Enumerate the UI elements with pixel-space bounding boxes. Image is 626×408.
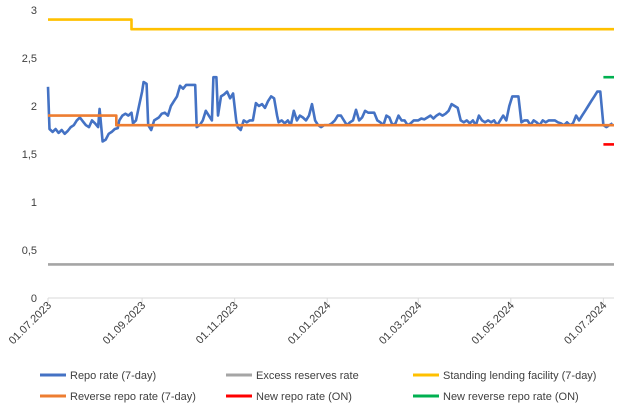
y-axis: 0 0,5 1 1,5 2 2,5 3 — [22, 5, 37, 305]
legend-item: New repo rate (ON) — [226, 391, 352, 403]
y-tick-label: 0,5 — [22, 245, 37, 257]
y-tick-label: 0 — [31, 293, 37, 305]
y-tick-label: 2 — [31, 101, 37, 113]
y-tick-label: 1,5 — [22, 149, 37, 161]
series-layer — [46, 18, 614, 266]
series-reverse-repo-rate-7-day — [48, 114, 614, 127]
legend-item: Reverse repo rate (7-day) — [40, 391, 196, 403]
legend-item: New reverse repo rate (ON) — [413, 391, 579, 403]
legend-label: Excess reserves rate — [256, 370, 359, 382]
y-tick-label: 2,5 — [22, 53, 37, 65]
legend-label: Repo rate (7-day) — [70, 370, 156, 382]
legend-item: Repo rate (7-day) — [40, 370, 156, 382]
series-standing-lending-facility-7-day — [48, 18, 614, 31]
legend-label: Standing lending facility (7-day) — [443, 370, 596, 382]
legend-label: New repo rate (ON) — [256, 391, 352, 403]
legend-label: New reverse repo rate (ON) — [443, 391, 579, 403]
legend-label: Reverse repo rate (7-day) — [70, 391, 196, 403]
legend: Repo rate (7-day) Excess reserves rate Sta… — [40, 370, 596, 403]
legend-item: Excess reserves rate — [226, 370, 359, 382]
y-tick-label: 3 — [31, 5, 37, 17]
y-tick-label: 1 — [31, 197, 37, 209]
legend-item: Standing lending facility (7-day) — [413, 370, 596, 382]
